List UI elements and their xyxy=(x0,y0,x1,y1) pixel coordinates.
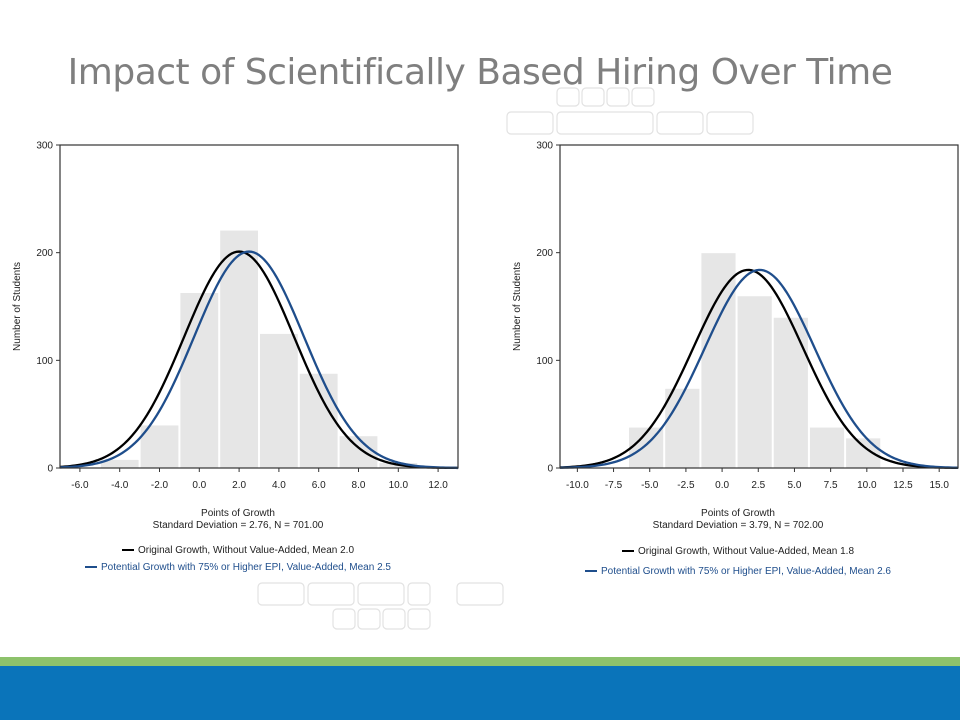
legend-swatch xyxy=(85,566,97,569)
x-tick-label: -5.0 xyxy=(641,480,659,491)
y-tick-label: 200 xyxy=(36,248,53,259)
legend-swatch xyxy=(621,550,634,553)
plot-frame xyxy=(559,144,959,469)
x-tick-label: 8.0 xyxy=(352,480,366,491)
x-axis-label: Points of Growth xyxy=(701,508,775,519)
x-tick-label: -2.0 xyxy=(151,480,169,491)
histogram-bar xyxy=(700,252,737,469)
legend-label: Potential Growth with 75% or Higher EPI,… xyxy=(601,566,891,577)
x-axis-label: Points of Growth xyxy=(201,508,275,519)
legend-item-original: Original Growth, Without Value-Added, Me… xyxy=(8,545,468,556)
histogram-bar xyxy=(808,426,846,469)
legend-swatch xyxy=(121,549,134,552)
series-line-potential xyxy=(559,268,959,469)
y-tick-label: 0 xyxy=(547,464,553,475)
histogram-bar xyxy=(736,295,773,469)
histogram-bar xyxy=(772,316,809,469)
y-tick-label: 300 xyxy=(36,141,53,152)
histogram-bar xyxy=(139,424,180,469)
legend-item-potential: Potential Growth with 75% or Higher EPI,… xyxy=(508,566,960,577)
legend-swatch xyxy=(585,570,597,573)
x-tick-label: -7.5 xyxy=(605,480,623,491)
y-axis-label: Number of Students xyxy=(12,262,23,351)
x-tick-label: 12.5 xyxy=(893,480,913,491)
legend-label: Original Growth, Without Value-Added, Me… xyxy=(137,545,355,556)
x-tick-label: 2.5 xyxy=(751,480,765,491)
legend-label: Original Growth, Without Value-Added, Me… xyxy=(637,546,855,557)
x-tick-label: 5.0 xyxy=(788,480,802,491)
x-tick-label: 7.5 xyxy=(824,480,838,491)
y-tick-label: 300 xyxy=(536,141,553,152)
x-tick-label: 4.0 xyxy=(272,480,286,491)
y-tick-label: 200 xyxy=(536,248,553,259)
histogram-bar xyxy=(664,387,701,469)
x-tick-label: 10.0 xyxy=(389,480,409,491)
x-tick-label: -2.5 xyxy=(677,480,695,491)
x-tick-label: 12.0 xyxy=(428,480,448,491)
legend-item-original: Original Growth, Without Value-Added, Me… xyxy=(508,546,960,557)
histogram-bar xyxy=(298,372,339,469)
x-tick-label: 15.0 xyxy=(929,480,949,491)
series-line-original xyxy=(559,268,959,470)
x-tick-label: -4.0 xyxy=(111,480,129,491)
chart-subtitle: Standard Deviation = 2.76, N = 701.00 xyxy=(152,520,324,531)
x-tick-label: 10.0 xyxy=(857,480,877,491)
x-tick-label: 2.0 xyxy=(232,480,246,491)
histogram-bar xyxy=(338,435,379,469)
chart-plot-left: 0 100 200 300 -6.0 -4.0 -2.0 0.0 2.0 4.0 6.0 8.0 10.… xyxy=(12,141,459,491)
series-line-original xyxy=(59,250,459,470)
x-tick-label: 6.0 xyxy=(312,480,326,491)
histogram-chart-left: 0 100 200 300 -6.0 -4.0 -2.0 0.0 2.0 4.0 6.0 8.0 10.… xyxy=(8,130,468,590)
series-line-potential xyxy=(59,250,459,469)
footer-bar xyxy=(0,666,960,720)
footer-accent-bar xyxy=(0,657,960,666)
chart-plot-right: 0 100 200 300 -10.0 -7.5 -5.0 -2.5 0.0 2.5 5.0 7.5 1… xyxy=(512,141,959,491)
x-tick-label: 0.0 xyxy=(715,480,729,491)
y-tick-label: 100 xyxy=(36,356,53,367)
y-tick-label: 100 xyxy=(536,356,553,367)
legend-label: Potential Growth with 75% or Higher EPI,… xyxy=(101,562,391,573)
y-axis-label: Number of Students xyxy=(512,262,523,351)
x-tick-label: -6.0 xyxy=(71,480,89,491)
histogram-chart-right: 0 100 200 300 -10.0 -7.5 -5.0 -2.5 0.0 2.5 5.0 7.5 1… xyxy=(508,130,960,590)
histogram-bar xyxy=(845,437,882,469)
plot-frame xyxy=(59,144,459,469)
x-tick-label: 0.0 xyxy=(192,480,206,491)
slide-title: Impact of Scientifically Based Hiring Ov… xyxy=(67,52,893,93)
chart-subtitle: Standard Deviation = 3.79, N = 702.00 xyxy=(652,520,824,531)
histogram-bar xyxy=(219,229,259,469)
histogram-bar xyxy=(179,292,220,469)
histogram-bar xyxy=(259,332,299,469)
x-tick-label: -10.0 xyxy=(566,480,589,491)
y-tick-label: 0 xyxy=(47,464,53,475)
legend-item-potential: Potential Growth with 75% or Higher EPI,… xyxy=(8,562,468,573)
